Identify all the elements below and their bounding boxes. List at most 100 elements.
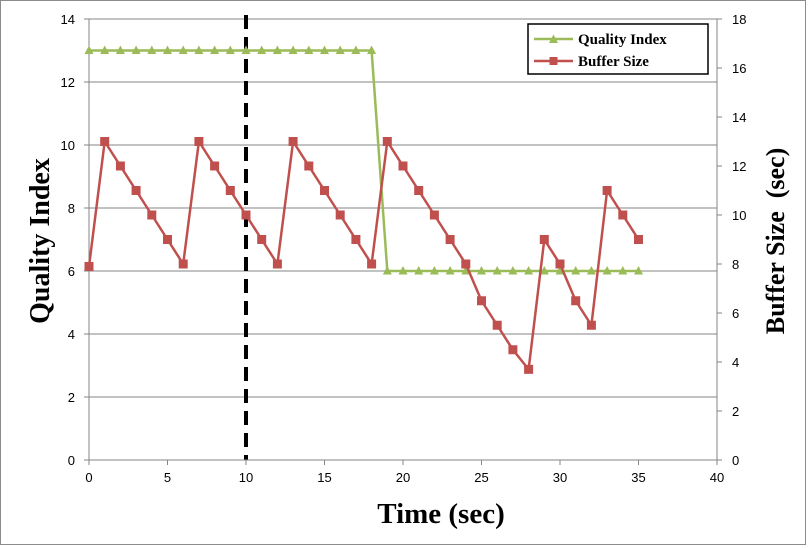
data-point-triangle — [618, 266, 628, 275]
y-tick-label: 14 — [61, 12, 75, 27]
data-point-triangle — [147, 45, 157, 54]
data-point-square — [461, 259, 471, 269]
x-tick-label: 40 — [710, 470, 724, 485]
y-tick-label: 6 — [68, 264, 75, 279]
data-point-triangle — [524, 266, 534, 275]
data-point-triangle — [539, 266, 549, 275]
series-1 — [84, 137, 643, 374]
data-point-triangle — [115, 45, 125, 54]
x-axis-title: Time (sec) — [377, 498, 505, 530]
data-point-square — [163, 235, 172, 244]
tick-labels: 0 5 10 15 20 25 30 35 40 0 2 4 6 8 10 12 14 0 2 4 6 8 10 12 14 16… — [61, 12, 747, 485]
data-point-square — [618, 210, 628, 220]
y-tick-label: 4 — [68, 327, 75, 342]
data-point-triangle — [367, 45, 377, 54]
data-point-square — [84, 261, 94, 271]
y-tick-label: 2 — [68, 390, 75, 405]
x-tick-label: 0 — [85, 470, 92, 485]
data-point-square — [115, 161, 125, 171]
y-tick-label: 10 — [61, 138, 75, 153]
data-point-triangle — [210, 45, 220, 54]
data-point-triangle — [398, 266, 408, 275]
y2-tick-label: 2 — [732, 404, 739, 419]
data-point-square — [351, 235, 361, 244]
data-point-square — [571, 296, 581, 306]
data-point-triangle — [100, 45, 110, 54]
y2-tick-label: 18 — [732, 12, 746, 27]
data-point-square — [320, 186, 329, 195]
data-point-square — [445, 235, 455, 244]
y-tick-label: 8 — [68, 201, 75, 216]
data-point-triangle — [163, 45, 172, 54]
data-point-triangle — [429, 266, 439, 275]
x-tick-label: 25 — [474, 470, 488, 485]
y2-axis-title: Buffer Size (sec) — [761, 148, 790, 335]
data-point-square — [524, 364, 534, 374]
data-point-square — [147, 210, 157, 220]
y2-tick-label: 6 — [732, 306, 739, 321]
legend-quality-marker — [549, 34, 558, 43]
data-point-square — [586, 320, 596, 330]
series-line-1 — [87, 140, 640, 371]
data-point-square — [492, 320, 502, 330]
data-point-square — [178, 259, 188, 269]
data-point-triangle — [288, 45, 298, 54]
series-layer — [84, 45, 643, 374]
x-tick-label: 35 — [631, 470, 645, 485]
data-point-square — [225, 186, 235, 195]
data-point-triangle — [492, 266, 502, 275]
data-point-square — [335, 210, 345, 220]
data-point-square — [539, 235, 549, 244]
data-point-square — [429, 210, 439, 220]
data-point-triangle — [257, 45, 267, 54]
y2-tick-label: 8 — [732, 257, 739, 272]
data-point-square — [634, 235, 643, 244]
data-point-triangle — [335, 45, 345, 54]
y2-tick-label: 4 — [732, 355, 739, 370]
x-tick-label: 20 — [396, 470, 410, 485]
data-point-triangle — [304, 45, 314, 54]
data-point-triangle — [414, 266, 424, 275]
data-point-square — [398, 161, 408, 171]
data-point-square — [382, 137, 392, 146]
legend: Quality Index Buffer Size — [527, 23, 709, 75]
y2-tick-label: 0 — [732, 453, 739, 468]
data-point-square — [602, 186, 612, 195]
data-point-triangle — [241, 45, 251, 54]
y2-tick-label: 12 — [732, 159, 746, 174]
data-point-triangle — [382, 266, 392, 275]
data-point-triangle — [634, 266, 643, 275]
data-point-triangle — [272, 45, 282, 54]
data-point-square — [304, 161, 314, 171]
data-point-triangle — [477, 266, 486, 275]
data-point-square — [367, 259, 377, 269]
data-point-square — [257, 235, 267, 244]
x-tick-label: 5 — [164, 470, 171, 485]
y2-tick-label: 10 — [732, 208, 746, 223]
data-point-square — [477, 296, 486, 306]
data-point-triangle — [320, 45, 329, 54]
data-point-square — [272, 259, 282, 269]
legend-box — [527, 23, 709, 75]
y-tick-label: 0 — [68, 453, 75, 468]
data-point-square — [210, 161, 220, 171]
data-point-triangle — [508, 266, 518, 275]
x-tick-label: 30 — [553, 470, 567, 485]
y2-tick-label: 16 — [732, 61, 746, 76]
axes — [84, 18, 722, 465]
gridlines — [89, 18, 717, 461]
series-0 — [84, 45, 643, 275]
data-point-triangle — [571, 266, 581, 275]
data-point-triangle — [225, 45, 235, 54]
data-point-square — [241, 210, 251, 220]
y-axis-title: Quality Index — [25, 158, 56, 324]
legend-buffer-marker — [549, 57, 558, 65]
data-point-triangle — [351, 45, 361, 54]
y-tick-label: 12 — [61, 75, 75, 90]
data-point-square — [288, 137, 298, 146]
data-point-square — [555, 259, 565, 269]
y2-tick-label: 14 — [732, 110, 746, 125]
data-point-square — [131, 186, 141, 195]
